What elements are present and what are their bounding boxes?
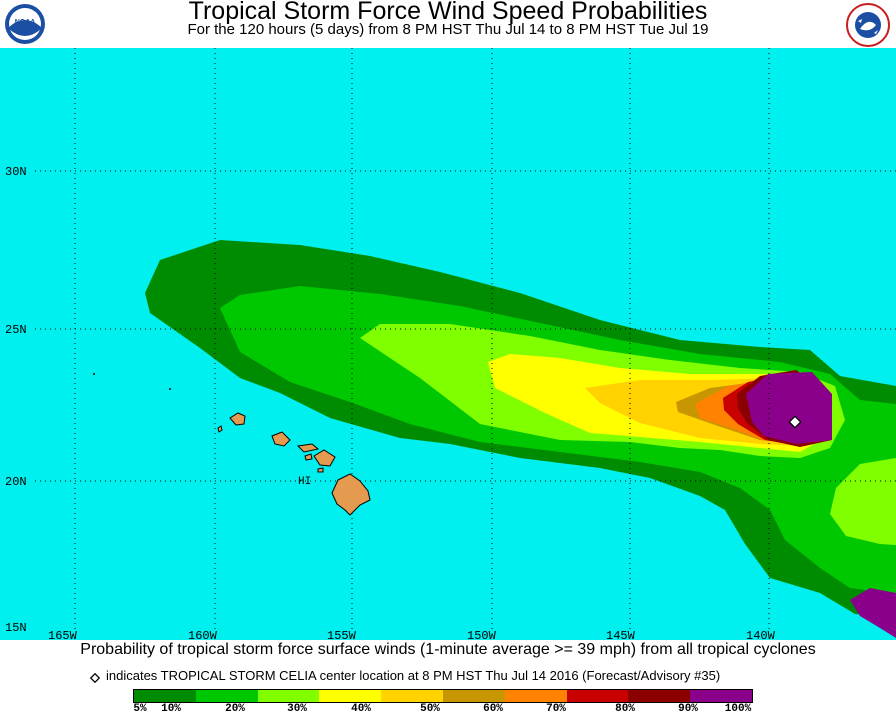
contour-90pct — [746, 372, 832, 444]
legend-label: 5% — [133, 703, 147, 715]
island-label-hi: HI — [298, 476, 311, 488]
lon-label: 140W — [746, 629, 776, 640]
legend-label: 80% — [615, 703, 635, 715]
legend-bin — [257, 690, 320, 702]
island-molokai — [296, 443, 320, 453]
color-legend — [133, 689, 753, 703]
islet-dot — [169, 388, 171, 390]
contour-10pct — [220, 286, 896, 594]
legend-label: 50% — [420, 703, 440, 715]
island-lanai — [304, 453, 313, 461]
map-caption: Probability of tropical storm force surf… — [80, 641, 816, 658]
svg-text:NOAA: NOAA — [15, 19, 36, 26]
legend-bin — [442, 690, 505, 702]
island-niihau — [217, 425, 223, 433]
island-big-island — [331, 473, 371, 516]
lat-label: 30N — [5, 165, 27, 179]
lon-label: 160W — [188, 629, 218, 640]
legend-label: 70% — [546, 703, 566, 715]
legend-label: 100% — [724, 703, 752, 715]
legend-bin — [690, 690, 752, 702]
legend-bin — [195, 690, 258, 702]
island-kahoolawe — [317, 467, 324, 473]
contour-20pct-east — [830, 458, 896, 545]
legend-bin — [381, 690, 443, 702]
lon-label: 150W — [467, 629, 497, 640]
legend-label: 30% — [287, 703, 307, 715]
hawaiian-islands — [217, 412, 371, 516]
page-title: Tropical Storm Force Wind Speed Probabil… — [188, 0, 708, 25]
lat-label: 20N — [5, 475, 27, 489]
probability-map: HI 30N 25N 20N 15N 165W 160W 155W 150W 1… — [0, 48, 896, 640]
header: NOAA Tropical Storm Force Wind Speed Pro… — [0, 0, 896, 48]
legend-bin — [134, 690, 196, 702]
page-subtitle: For the 120 hours (5 days) from 8 PM HST… — [187, 21, 709, 38]
island-kauai — [229, 412, 246, 426]
island-maui — [313, 449, 336, 467]
noaa-logo-icon: NOAA — [5, 4, 45, 44]
legend-bin — [566, 690, 629, 702]
legend-label: 60% — [483, 703, 503, 715]
contour-90pct-southeast — [850, 588, 896, 638]
legend-bin — [504, 690, 567, 702]
lon-label: 165W — [48, 629, 78, 640]
legend-labels: 5% 10% 20% 30% 40% 50% 60% 70% 80% 90% 1… — [0, 703, 896, 716]
nws-logo-icon — [846, 3, 890, 47]
diamond-icon — [90, 673, 100, 683]
storm-location-note: indicates TROPICAL STORM CELIA center lo… — [106, 668, 721, 683]
legend-label: 40% — [351, 703, 371, 715]
probability-contours — [145, 240, 896, 638]
lat-lon-grid — [35, 48, 896, 632]
lat-label: 25N — [5, 323, 27, 337]
island-oahu — [271, 431, 291, 447]
lon-label: 155W — [327, 629, 357, 640]
storm-center-marker — [788, 415, 802, 429]
legend-bin — [628, 690, 691, 702]
diamond-icon — [788, 415, 802, 429]
legend-label: 20% — [225, 703, 245, 715]
lon-label: 145W — [606, 629, 636, 640]
legend-label: 10% — [161, 703, 181, 715]
islet-dot — [93, 373, 95, 375]
lat-label: 15N — [5, 621, 27, 635]
legend-bin — [319, 690, 382, 702]
legend-label: 90% — [678, 703, 698, 715]
